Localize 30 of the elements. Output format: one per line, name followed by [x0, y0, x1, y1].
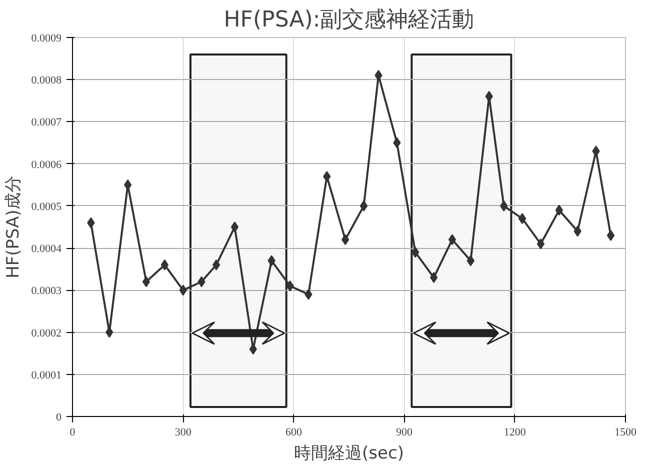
- point: [518, 213, 526, 224]
- y-tick-label: 0: [56, 412, 62, 424]
- point: [212, 259, 220, 270]
- x-tick-label: 0: [70, 426, 76, 438]
- y-tick-label: 0.0006: [31, 158, 62, 171]
- point: [606, 230, 615, 241]
- y-axis-title: HF(PSA)成分: [3, 176, 24, 278]
- point: [124, 179, 132, 190]
- point: [430, 272, 438, 284]
- y-tick-label: 0.0003: [31, 285, 62, 298]
- x-tick-label: 600: [285, 426, 302, 438]
- point: [360, 200, 368, 212]
- x-tick-label: 1500: [614, 426, 637, 438]
- x-axis-title: 時間経過(sec): [294, 444, 404, 464]
- y-tick-label: 0.0005: [31, 200, 62, 213]
- x-tick-label: 900: [396, 426, 414, 438]
- y-tick-label: 0.0001: [31, 369, 62, 382]
- chart-title: HF(PSA):副交感神経活動: [224, 8, 474, 32]
- y-tick-label: 0.0008: [31, 74, 62, 87]
- x-tick-label: 300: [174, 426, 192, 438]
- y-tick-label: 0.0009: [31, 32, 62, 44]
- point: [230, 222, 239, 232]
- point: [142, 276, 150, 288]
- point: [448, 234, 456, 246]
- point: [341, 234, 350, 246]
- x-tick-label: 1200: [504, 426, 526, 438]
- y-tick-label: 0.0007: [31, 116, 62, 129]
- y-tick-label: 0.0002: [31, 327, 62, 340]
- y-tick-label: 0.0004: [31, 243, 62, 256]
- point: [536, 238, 545, 250]
